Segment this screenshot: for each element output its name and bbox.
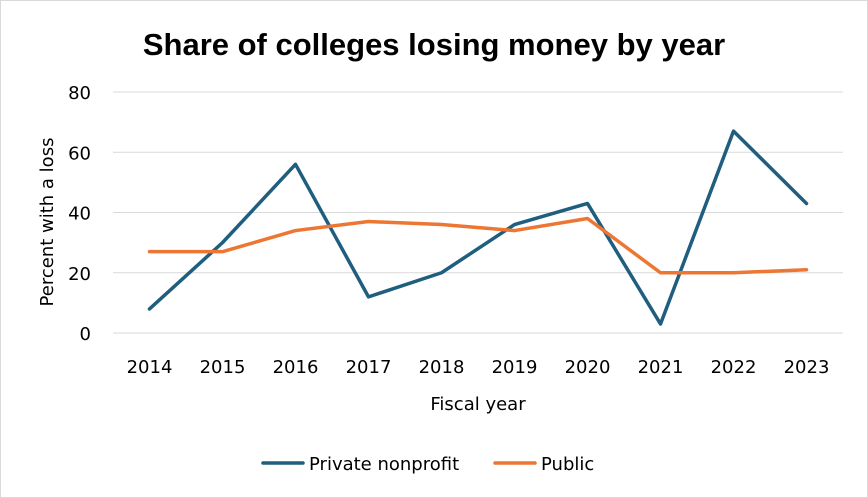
- y-axis-label: Percent with a loss: [37, 138, 58, 307]
- series-line-1: [147, 216, 809, 275]
- y-tick-label: 0: [80, 324, 91, 345]
- legend-label-1: Public: [541, 454, 594, 475]
- x-tick-label: 2018: [419, 357, 465, 378]
- x-tick-label: 2022: [711, 357, 757, 378]
- x-tick-label: 2023: [784, 357, 830, 378]
- chart-title: Share of colleges losing money by year: [143, 27, 725, 62]
- y-tick-label: 20: [68, 264, 91, 285]
- legend-label-0: Private nonprofit: [309, 454, 459, 475]
- x-tick-label: 2017: [346, 357, 392, 378]
- x-tick-label: 2014: [127, 357, 173, 378]
- y-tick-label: 60: [68, 143, 91, 164]
- x-tick-label: 2021: [638, 357, 684, 378]
- x-tick-label: 2019: [492, 357, 538, 378]
- x-axis-label: Fiscal year: [430, 394, 526, 415]
- legend: Private nonprofit Public: [261, 454, 594, 475]
- series-line-0: [147, 129, 809, 326]
- x-tick-label: 2016: [273, 357, 319, 378]
- y-axis-ticks: 0 20 40 60 80: [68, 83, 91, 345]
- x-tick-label: 2020: [565, 357, 611, 378]
- gridlines: [113, 91, 843, 334]
- x-tick-label: 2015: [200, 357, 246, 378]
- series-lines: [147, 129, 809, 326]
- x-axis-ticks: 2014 2015 2016 2017 2018 2019 2020 2021 2022 2023: [127, 357, 830, 378]
- y-tick-label: 80: [68, 83, 91, 104]
- y-tick-label: 40: [68, 204, 91, 225]
